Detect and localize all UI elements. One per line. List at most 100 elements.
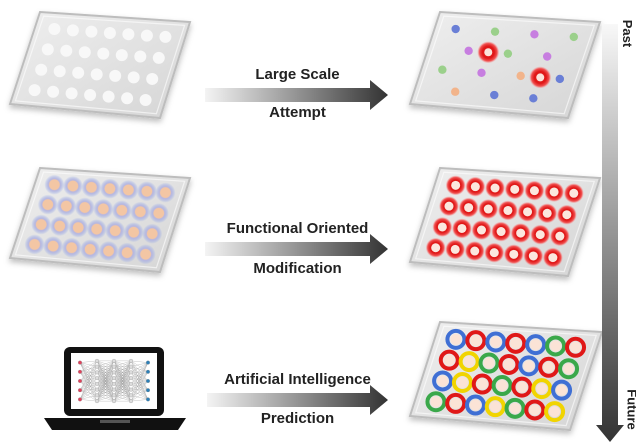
well-core xyxy=(450,397,462,409)
well-core xyxy=(470,182,480,192)
well-core xyxy=(569,188,579,198)
nn-edge xyxy=(130,362,149,396)
nn-node xyxy=(95,358,99,363)
well-blank xyxy=(28,84,41,97)
nn-edge xyxy=(130,362,149,379)
well-blank xyxy=(41,43,54,56)
well-blank xyxy=(65,87,78,100)
plate-body xyxy=(8,10,192,120)
nn-edge xyxy=(130,380,149,385)
nn-edge xyxy=(79,378,98,391)
nn-node xyxy=(95,399,99,404)
timeline-end-label: Future xyxy=(624,389,636,430)
well-core xyxy=(477,225,487,235)
well-core xyxy=(490,183,500,193)
nn-edge xyxy=(130,362,149,402)
plate-blank xyxy=(8,10,192,120)
well-sample xyxy=(477,68,486,78)
well-core xyxy=(555,231,565,241)
nn-node xyxy=(129,399,133,404)
well-core xyxy=(529,404,541,416)
nn-edge xyxy=(79,366,98,382)
nn-edge xyxy=(130,366,149,372)
well-blank xyxy=(122,28,135,41)
well-core xyxy=(54,220,65,232)
well-core xyxy=(509,402,521,414)
nn-edge xyxy=(130,360,149,363)
well-predicted xyxy=(458,351,480,373)
well-predicted xyxy=(504,397,526,419)
well-core xyxy=(450,333,462,345)
well-core xyxy=(570,341,582,353)
well-core xyxy=(529,186,539,196)
well-core xyxy=(490,336,502,348)
well-core xyxy=(79,202,91,213)
well-core xyxy=(549,187,559,197)
well-sample xyxy=(490,27,500,36)
nn-node xyxy=(129,358,133,363)
nn-edge xyxy=(130,371,149,384)
nn-node xyxy=(95,381,99,386)
well-predicted xyxy=(438,349,460,371)
nn-edge xyxy=(113,366,132,402)
well-predicted xyxy=(484,396,506,418)
well-core xyxy=(140,249,151,260)
well-core xyxy=(84,244,96,255)
well-hit-core xyxy=(536,73,545,82)
well-predicted xyxy=(524,399,546,421)
nn-edge xyxy=(96,360,115,373)
nn-node xyxy=(112,358,116,363)
well-sample xyxy=(438,65,447,74)
nn-node xyxy=(146,369,150,374)
well-core xyxy=(542,208,552,218)
nn-node xyxy=(95,364,99,369)
well-core xyxy=(116,205,128,216)
well-core xyxy=(160,187,171,198)
arrow-row-3 xyxy=(207,385,388,415)
nn-edge xyxy=(79,371,98,396)
well-predicted xyxy=(505,332,527,354)
well-core xyxy=(450,244,460,254)
nn-edge xyxy=(96,360,115,379)
well-blank xyxy=(152,51,165,64)
nn-edge xyxy=(96,395,115,402)
well-sample xyxy=(529,94,538,103)
nn-edge xyxy=(79,380,98,390)
well-core xyxy=(476,378,488,390)
well-sample xyxy=(490,90,499,100)
well-core xyxy=(550,340,562,352)
well-blank xyxy=(102,90,115,103)
well-core xyxy=(470,246,480,256)
well-blank xyxy=(127,71,140,84)
nn-edge xyxy=(79,371,98,402)
timeline-start-label: Past xyxy=(620,19,636,48)
well-core xyxy=(463,356,475,368)
well-predicted xyxy=(565,336,587,358)
well-core xyxy=(42,199,53,210)
nn-node xyxy=(129,376,133,381)
arrow-row-1 xyxy=(205,80,388,110)
nn-edge xyxy=(96,378,115,402)
well-core xyxy=(523,360,535,372)
well-core xyxy=(516,381,528,393)
well-core xyxy=(103,245,114,257)
nn-edge xyxy=(130,371,149,373)
nn-edge xyxy=(130,362,149,373)
laptop-icon xyxy=(44,347,186,430)
well-core xyxy=(509,249,519,259)
well-predicted xyxy=(425,391,447,413)
row-3-label-bottom: Prediction xyxy=(260,410,335,427)
well-predicted xyxy=(491,375,513,397)
nn-edge xyxy=(130,399,149,402)
nn-edge xyxy=(130,371,149,379)
nn-edge xyxy=(79,380,98,385)
nn-node xyxy=(129,387,133,392)
well-core xyxy=(147,228,158,239)
well-core xyxy=(510,337,522,349)
nn-edge xyxy=(113,395,132,402)
well-core xyxy=(86,182,97,193)
well-blank xyxy=(159,30,172,43)
nn-edge xyxy=(79,378,98,400)
well-core xyxy=(457,223,467,233)
